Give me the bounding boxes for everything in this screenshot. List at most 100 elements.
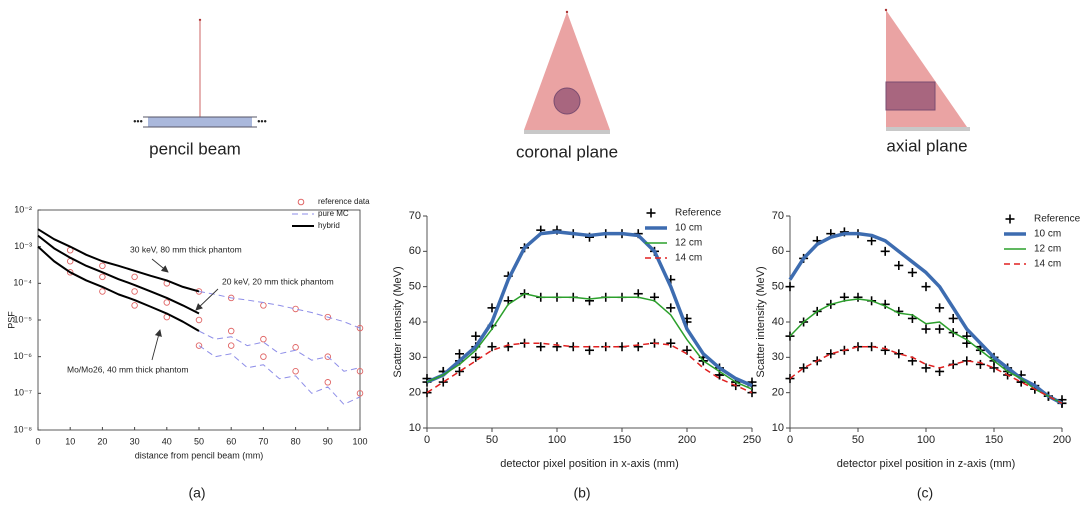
legend-marker (297, 198, 305, 206)
point (292, 344, 299, 351)
point (227, 342, 235, 349)
x-tick-label: 50 (194, 436, 204, 446)
legend-marker (1005, 214, 1015, 224)
x-tick-label: 100 (548, 434, 566, 446)
y-tick-label: 10⁻² (14, 204, 32, 214)
x-tick-label: 30 (130, 436, 140, 446)
y-tick-label: 40 (409, 316, 421, 328)
point (682, 345, 692, 355)
point (935, 324, 945, 334)
x-axis-label: detector pixel position in z-axis (mm) (837, 458, 1016, 470)
point (99, 288, 106, 295)
y-tick-label: 10⁻⁴ (13, 278, 32, 288)
point (471, 331, 481, 341)
line (789, 345, 1063, 404)
x-tick-label: 0 (35, 436, 40, 446)
legend-label: Reference (675, 208, 722, 219)
point (292, 305, 299, 313)
point (195, 342, 203, 349)
legend-label: reference data (318, 197, 370, 206)
point (99, 262, 106, 270)
y-tick-label: 10⁻⁸ (13, 424, 32, 434)
x-axis-label: detector pixel position in x-axis (mm) (500, 458, 679, 470)
x-tick-label: 80 (291, 436, 301, 446)
legend-marker (646, 208, 656, 218)
point (799, 363, 809, 373)
point (894, 260, 904, 270)
phantom (148, 117, 252, 127)
line (37, 228, 200, 293)
x-tick-label: 250 (743, 434, 761, 446)
line (426, 342, 753, 394)
plot-frame (37, 209, 361, 431)
dots: ••• (257, 116, 266, 126)
legend-label: hybrid (318, 221, 340, 230)
y-tick-label: 10⁻⁵ (14, 314, 33, 324)
y-tick-label: 70 (772, 210, 784, 222)
y-tick-label: 10⁻⁷ (14, 388, 32, 398)
point (131, 288, 138, 295)
point (785, 282, 795, 292)
point (438, 377, 448, 387)
point (921, 324, 931, 334)
point (260, 353, 267, 360)
x-tick-label: 50 (486, 434, 498, 446)
x-tick-label: 50 (852, 434, 864, 446)
annotation: 30 keV, 80 mm thick phantom (130, 244, 242, 254)
y-axis-label: PSF (6, 311, 16, 329)
point (989, 363, 999, 373)
x-tick-label: 0 (424, 434, 430, 446)
panel-label: (a) (188, 485, 205, 501)
point (867, 236, 877, 246)
object (553, 87, 581, 115)
point (633, 342, 643, 352)
point (131, 273, 138, 281)
line (37, 245, 200, 332)
y-tick-label: 10 (409, 422, 421, 434)
point (163, 299, 171, 306)
point (487, 303, 497, 313)
axial-diagram: axial plane (884, 8, 970, 155)
point (894, 349, 904, 359)
coronal-diagram: coronal plane (516, 10, 618, 161)
chart: 10⁻⁸ 10⁻⁷ 10⁻⁶ 10⁻⁵ 10⁻⁴ 10⁻³ 10⁻² 0 10 20 30 40 50 6… (6, 197, 370, 460)
annotation-arrow (151, 329, 162, 361)
y-tick-label: 70 (409, 210, 421, 222)
x-axis-label: distance from pencil beam (mm) (135, 450, 264, 460)
legend-label: 10 cm (675, 223, 702, 234)
point (948, 313, 958, 323)
y-tick-label: 50 (409, 281, 421, 293)
source (565, 10, 569, 14)
point (356, 324, 364, 332)
x-tick-label: 90 (323, 436, 333, 446)
annotation-arrow (151, 258, 169, 273)
point (585, 296, 594, 306)
panel-label: (b) (573, 485, 590, 501)
point (975, 359, 985, 369)
point (880, 246, 890, 256)
object (885, 81, 936, 111)
y-tick-label: 50 (772, 281, 784, 293)
x-tick-label: 150 (985, 434, 1003, 446)
y-tick-label: 60 (409, 245, 421, 257)
dots: ••• (133, 116, 142, 126)
pencil-beam-diagram: ••• ••• pencil beam (133, 18, 267, 158)
point (324, 379, 332, 386)
point (324, 353, 332, 360)
detector (524, 130, 610, 134)
y-tick-label: 30 (772, 351, 784, 363)
x-tick-label: 40 (162, 436, 172, 446)
diagram-label: coronal plane (516, 142, 618, 161)
y-tick-label: 20 (772, 387, 784, 399)
x-tick-label: 100 (917, 434, 935, 446)
x-tick-label: 200 (1053, 434, 1071, 446)
legend-label: 12 cm (1034, 244, 1061, 255)
point (131, 302, 138, 309)
line (426, 292, 753, 390)
y-tick-label: 10 (772, 422, 784, 434)
legend-label: pure MC (318, 209, 349, 218)
legend-label: 10 cm (1034, 229, 1061, 240)
point (666, 303, 676, 313)
legend-label: 12 cm (675, 238, 702, 249)
